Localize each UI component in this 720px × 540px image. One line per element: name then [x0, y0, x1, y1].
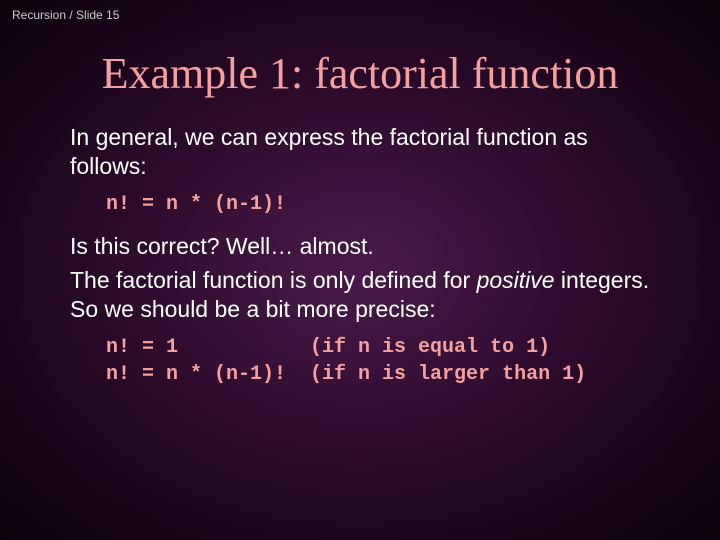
paragraph-2b: The factorial function is only defined f… — [70, 266, 650, 324]
slide-container: Recursion / Slide 15 Example 1: factoria… — [0, 0, 720, 540]
slide-header: Recursion / Slide 15 — [0, 0, 720, 30]
slide-body: In general, we can express the factorial… — [0, 99, 720, 388]
code-block-2: n! = 1 (if n is equal to 1) n! = n * (n-… — [106, 334, 650, 388]
paragraph-2b-prefix: The factorial function is only defined f… — [70, 267, 477, 293]
code-block-1: n! = n * (n-1)! — [106, 191, 650, 218]
paragraph-1: In general, we can express the factorial… — [70, 123, 650, 181]
slide-title: Example 1: factorial function — [0, 48, 720, 99]
paragraph-2a: Is this correct? Well… almost. — [70, 232, 650, 261]
paragraph-2b-italic: positive — [477, 267, 555, 293]
